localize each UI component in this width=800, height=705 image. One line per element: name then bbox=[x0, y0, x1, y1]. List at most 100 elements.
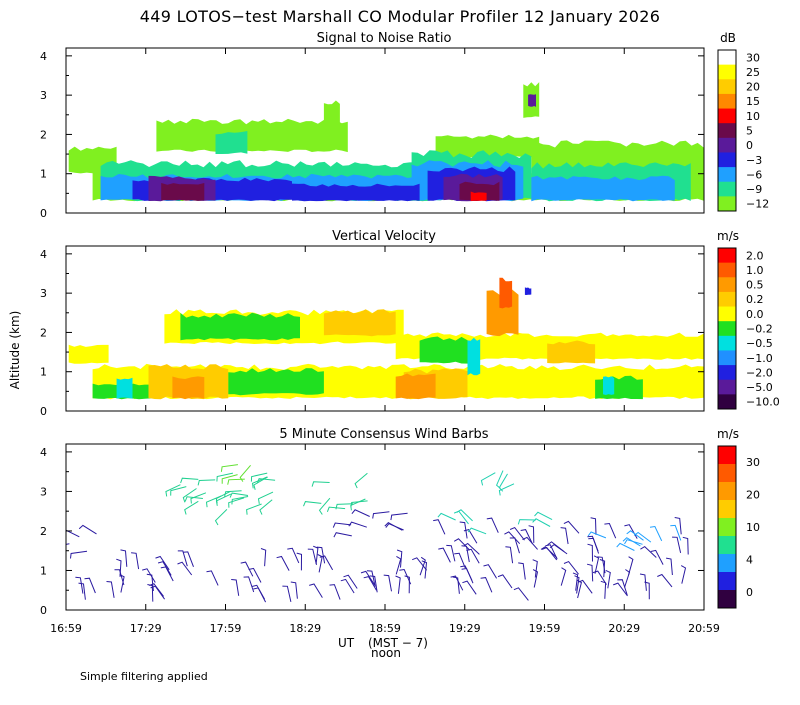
wind-barb-4-0 bbox=[311, 481, 330, 487]
wind-barb-0-77 bbox=[466, 548, 480, 564]
vv-cell-6-0 bbox=[524, 287, 532, 295]
wind-barb-8-0 bbox=[348, 521, 367, 528]
vv-cell-4-0 bbox=[395, 373, 436, 400]
wind-barb-1-23 bbox=[504, 531, 521, 545]
wind-barb-1-24 bbox=[604, 522, 617, 539]
wind-barb-2-7 bbox=[587, 531, 607, 539]
wind-barb-0-47 bbox=[231, 579, 240, 596]
snr-cell-3-1 bbox=[292, 183, 420, 202]
vv-colorbar-swatch-1 bbox=[718, 262, 736, 278]
wind-colorbar-label-0: 30 bbox=[746, 456, 760, 469]
vv-ytick-label-4: 4 bbox=[40, 248, 47, 261]
wind-barb-0-67 bbox=[461, 567, 474, 584]
snr-cell-6-0 bbox=[470, 191, 487, 201]
wind-colorbar-swatch-3 bbox=[718, 500, 736, 519]
wind-barb-4-24 bbox=[335, 503, 354, 510]
wind-barb-6-1 bbox=[495, 470, 504, 489]
vv-colorbar-swatch-9 bbox=[718, 379, 736, 395]
wind-barb-0-92 bbox=[412, 557, 428, 571]
wind-barb-0-16 bbox=[290, 581, 298, 599]
wind-barb-6-0 bbox=[498, 483, 515, 496]
wind-barb-4-11 bbox=[229, 492, 249, 498]
wind-barb-3-5 bbox=[517, 519, 536, 525]
vv-colorbar-label-0: 2.0 bbox=[746, 249, 764, 262]
wind-barb-0-83 bbox=[483, 564, 498, 579]
wind-barb-0-3 bbox=[628, 556, 634, 575]
wind-barb-0-86 bbox=[319, 555, 334, 571]
data-layer-vv bbox=[68, 277, 704, 400]
wind-colorbar-swatch-0 bbox=[718, 446, 736, 465]
snr-ytick-label-0: 0 bbox=[40, 207, 47, 220]
wind-barb-0-79 bbox=[617, 579, 628, 596]
wind-barb-0-11 bbox=[593, 555, 600, 574]
wind-barb-0-53 bbox=[497, 574, 513, 589]
wind-barb-1-27 bbox=[672, 536, 682, 554]
snr-cell-2-2 bbox=[531, 175, 675, 202]
wind-barb-0-26 bbox=[248, 567, 262, 583]
wind-barb-0-75 bbox=[119, 574, 125, 593]
wind-barb-0-51 bbox=[78, 582, 86, 600]
wind-barb-2-5 bbox=[616, 542, 635, 551]
wind-barb-0-33 bbox=[276, 555, 290, 571]
wind-barb-3-1 bbox=[467, 527, 487, 535]
vv-colorbar-label-2: 0.5 bbox=[746, 279, 764, 292]
vv-ytick-label-3: 3 bbox=[40, 287, 47, 300]
x-axis-local-label: (MST − 7) bbox=[368, 636, 428, 650]
wind-colorbar-label-3: 4 bbox=[746, 553, 753, 566]
wind-barb-0-64 bbox=[84, 577, 96, 594]
vv-colorbar-swatch-7 bbox=[718, 350, 736, 366]
vv-colorbar-swatch-0 bbox=[718, 248, 736, 264]
wind-barb-5-2 bbox=[221, 474, 238, 484]
snr-heatmap: 0 1 2 3 4 bbox=[40, 47, 705, 220]
panel-title-wind: 5 Minute Consensus Wind Barbs bbox=[279, 427, 488, 442]
x-tick-label-4: 18:59 bbox=[369, 622, 401, 635]
wind-barb-0-58 bbox=[363, 576, 377, 591]
wind-barb-0-15 bbox=[639, 573, 647, 591]
wind-barb-0-80 bbox=[177, 550, 188, 567]
snr-cell-4-2 bbox=[528, 94, 536, 107]
vv-heatmap: 0 1 2 3 4 bbox=[40, 245, 705, 418]
wind-barb-4-17 bbox=[231, 496, 249, 505]
wind-barb-0-70 bbox=[369, 575, 378, 593]
snr-colorbar-swatch-9 bbox=[718, 181, 736, 197]
vv-colorbar-swatch-4 bbox=[718, 306, 736, 322]
wind-barb-0-24 bbox=[518, 562, 526, 580]
wind-barb-0-87 bbox=[131, 552, 140, 570]
wind-colorbar-swatch-2 bbox=[718, 482, 736, 501]
vv-colorbar: 2.0 1.0 0.50.2 0.0 −0.2−0.5 −1.0−2.0 −5.0 −10.0 bbox=[717, 247, 780, 410]
wind-barb-3-6 bbox=[453, 510, 469, 525]
wind-colorbar-swatch-1 bbox=[718, 464, 736, 483]
wind-barb-0-12 bbox=[340, 578, 355, 594]
wind-barb-1-1 bbox=[540, 546, 558, 559]
wind-barb-1-29 bbox=[438, 547, 451, 563]
vv-colorbar-label-8: −2.0 bbox=[746, 366, 773, 379]
wind-barb-4-7 bbox=[197, 479, 216, 486]
snr-colorbar-swatch-4 bbox=[718, 108, 736, 124]
vv-colorbar-label-6: −0.5 bbox=[746, 337, 773, 350]
wind-barb-0-42 bbox=[395, 575, 401, 594]
x-axis-label: UT bbox=[338, 636, 355, 650]
wind-barb-1-20 bbox=[563, 520, 580, 534]
x-tick-label-0: 16:59 bbox=[50, 622, 82, 635]
snr-colorbar-swatch-5 bbox=[718, 123, 736, 139]
wind-barb-0-7 bbox=[313, 545, 319, 565]
vv-colorbar-label-10: −10.0 bbox=[746, 396, 780, 409]
wind-barb-3-0 bbox=[534, 511, 553, 521]
wind-barb-0-20 bbox=[206, 570, 219, 586]
panel-title-snr: Signal to Noise Ratio bbox=[317, 31, 452, 46]
wind-barb-8-1 bbox=[351, 509, 370, 517]
wind-barb-0-85 bbox=[613, 582, 628, 597]
wind-barb-0-90 bbox=[260, 548, 267, 567]
x-tick-label-5: 19:29 bbox=[449, 622, 481, 635]
wind-barb-0-29 bbox=[329, 584, 341, 600]
wind-barbs: 0 1 2 3 4 bbox=[40, 443, 705, 617]
wind-barb-1-7 bbox=[560, 527, 569, 545]
snr-colorbar-swatch-10 bbox=[718, 196, 736, 212]
wind-barb-0-35 bbox=[147, 584, 154, 602]
wind-barb-4-4 bbox=[184, 496, 203, 502]
wind-barb-0-56 bbox=[309, 583, 323, 598]
wind-barb-0-72 bbox=[383, 574, 392, 592]
vv-ytick-label-0: 0 bbox=[40, 405, 47, 418]
colorbar-unit-wind: m/s bbox=[717, 427, 739, 441]
wind-barb-0-62 bbox=[666, 557, 673, 576]
